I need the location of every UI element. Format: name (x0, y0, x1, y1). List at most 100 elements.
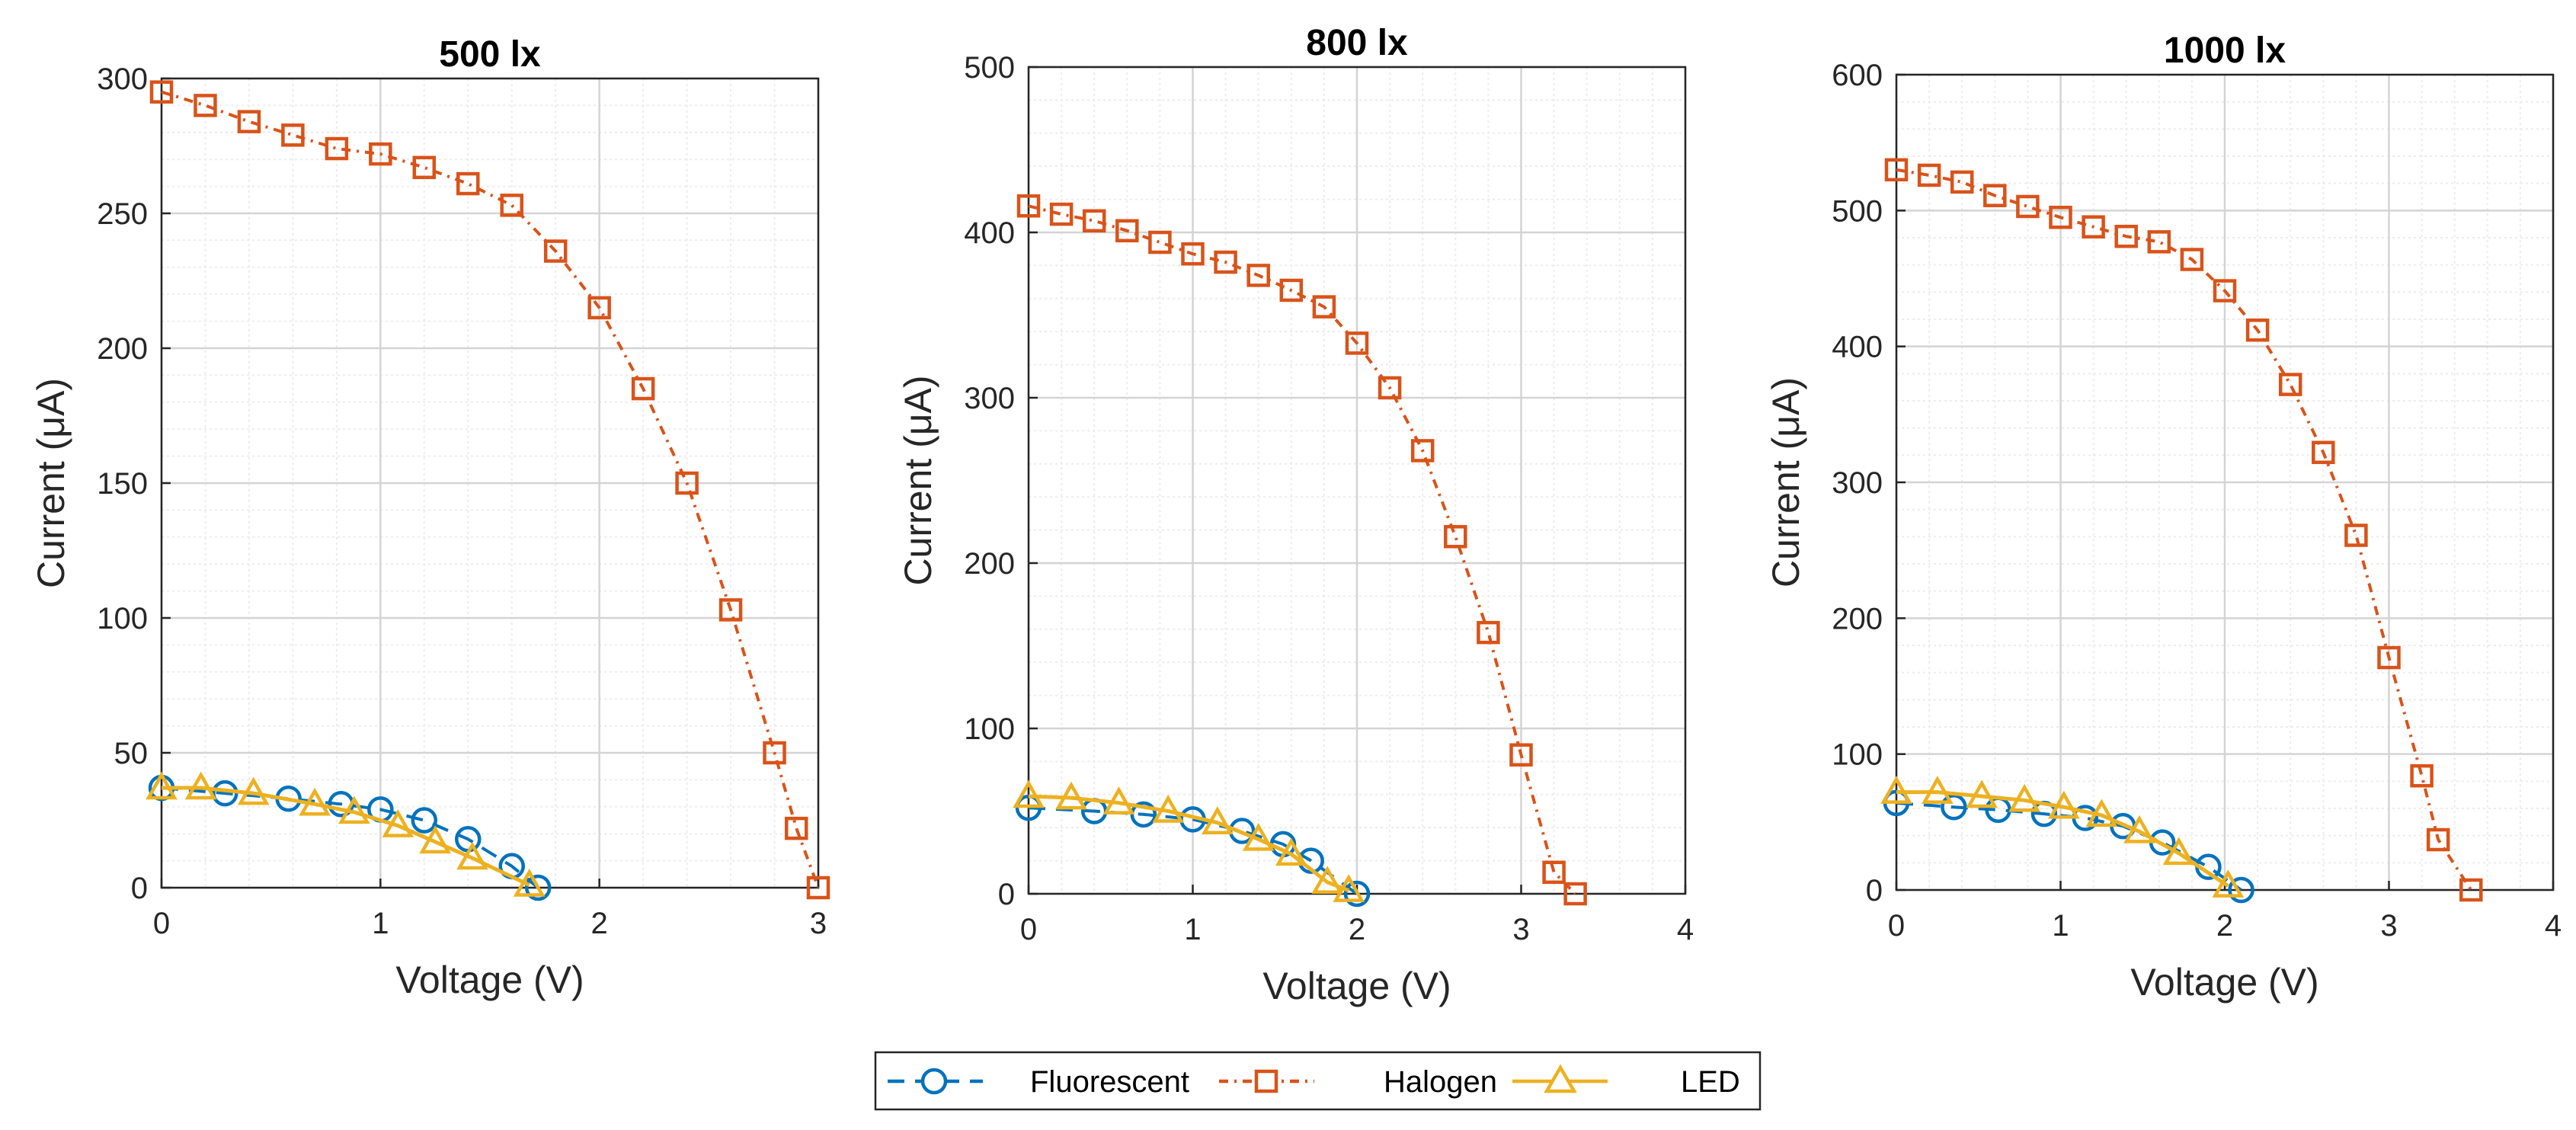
y-tick-label: 100 (964, 712, 1015, 746)
data-point-halogen (2426, 827, 2450, 852)
data-point-halogen (1917, 163, 1941, 187)
data-point-halogen (1082, 209, 1106, 233)
legend-box (874, 1051, 1762, 1111)
y-tick-label: 200 (1832, 602, 1883, 635)
x-axis-label: Voltage (V) (2130, 961, 2318, 1004)
data-point-led (2047, 790, 2080, 819)
data-point-halogen (587, 296, 611, 320)
y-tick-label: 200 (97, 332, 148, 366)
y-tick-label: 150 (97, 467, 148, 501)
series-halogen (1884, 158, 2483, 902)
data-point-halogen (149, 80, 174, 104)
chart-title: 800 lx (1306, 23, 1408, 63)
data-point-halogen (1983, 184, 2007, 207)
y-tick-label: 500 (1832, 194, 1883, 228)
legend: Fluorescent Halogen LED (874, 1051, 1762, 1111)
series-line-led (1896, 790, 2229, 888)
data-point-halogen (1214, 250, 1237, 274)
data-point-led (1102, 786, 1135, 815)
data-point-halogen (1049, 202, 1074, 226)
data-point-led (456, 841, 488, 870)
series-led (1880, 776, 2245, 898)
data-point-halogen (2114, 224, 2138, 248)
data-point-halogen (1279, 278, 1304, 303)
legend-item-fluorescent: Fluorescent (888, 1065, 1189, 1099)
data-point-halogen (675, 471, 699, 495)
data-point-fluorescent (524, 874, 552, 901)
data-point-halogen (194, 94, 217, 117)
data-point-halogen (325, 136, 349, 161)
x-tick-label: 1 (2052, 909, 2069, 943)
data-point-led (146, 771, 178, 800)
x-tick-label: 0 (153, 907, 170, 940)
x-tick-label: 2 (591, 907, 608, 940)
legend-marker-square (1254, 1069, 1278, 1093)
data-point-halogen (1148, 230, 1172, 254)
x-tick-label: 3 (2380, 909, 2397, 943)
data-point-led (1152, 794, 1185, 823)
x-tick-label: 3 (1512, 913, 1529, 946)
chart-title: 500 lx (439, 34, 541, 75)
data-point-led (1201, 806, 1234, 834)
data-point-led (2008, 783, 2040, 812)
data-point-led (184, 771, 217, 800)
y-tick-label: 0 (1866, 874, 1883, 908)
series-line-halogen (1896, 168, 2472, 892)
data-point-fluorescent (1343, 880, 1371, 908)
y-axis-label: Current (μA) (897, 375, 939, 585)
series-line-halogen (1028, 204, 1577, 895)
data-point-halogen (1016, 194, 1041, 218)
y-tick-label: 400 (1832, 331, 1883, 364)
data-point-led (1055, 781, 1087, 810)
x-tick-label: 4 (2545, 909, 2562, 943)
series-line-led (162, 786, 530, 887)
y-tick-label: 100 (97, 602, 148, 635)
legend-label: Halogen (1384, 1065, 1497, 1099)
data-point-halogen (543, 239, 568, 263)
series-halogen (1016, 194, 1587, 906)
data-point-halogen (369, 142, 392, 166)
data-point-halogen (2016, 194, 2040, 219)
data-point-led (1880, 776, 1912, 804)
data-point-fluorescent (411, 807, 438, 834)
x-tick-label: 3 (810, 907, 827, 940)
data-point-halogen (1884, 158, 1909, 182)
data-point-halogen (1563, 882, 1587, 906)
data-point-led (1242, 822, 1275, 851)
legend-item-led: LED (1512, 1064, 1740, 1099)
y-tick-label: 0 (131, 872, 148, 905)
data-point-halogen (2049, 206, 2072, 229)
data-point-halogen (456, 171, 480, 196)
data-point-led (1275, 837, 1307, 866)
y-axis-label: Current (μA) (1765, 377, 1807, 587)
chart-panel-1: 0 100 200 300 400 500 0 1 2 3 4 800 lx Voltage (V) Cu… (897, 23, 1694, 1007)
data-point-halogen (763, 741, 786, 765)
data-point-halogen (1477, 620, 1500, 645)
data-point-halogen (631, 376, 655, 401)
x-tick-label: 4 (1677, 913, 1694, 946)
y-tick-label: 50 (114, 737, 149, 770)
series-line-led (1028, 794, 1350, 893)
data-point-halogen (1246, 264, 1270, 287)
data-point-led (2085, 799, 2118, 827)
data-point-led (237, 776, 270, 805)
data-point-halogen (2147, 230, 2171, 254)
data-point-halogen (785, 816, 808, 840)
legend-marker-circle (920, 1068, 948, 1095)
data-point-halogen (1345, 331, 1369, 355)
data-point-halogen (2278, 373, 2302, 396)
data-point-halogen (500, 194, 523, 217)
data-point-halogen (1542, 860, 1566, 885)
series-led (146, 771, 546, 897)
data-point-halogen (2377, 645, 2401, 670)
legend-label: Fluorescent (1030, 1065, 1189, 1099)
y-tick-label: 100 (1832, 738, 1883, 772)
data-point-halogen (1115, 219, 1139, 243)
data-point-halogen (1950, 170, 1974, 194)
legend-item-halogen: Halogen (1219, 1065, 1497, 1099)
data-point-fluorescent (1941, 793, 1967, 821)
x-tick-label: 1 (372, 907, 389, 940)
x-tick-label: 2 (1349, 913, 1365, 946)
data-point-halogen (2344, 523, 2368, 547)
